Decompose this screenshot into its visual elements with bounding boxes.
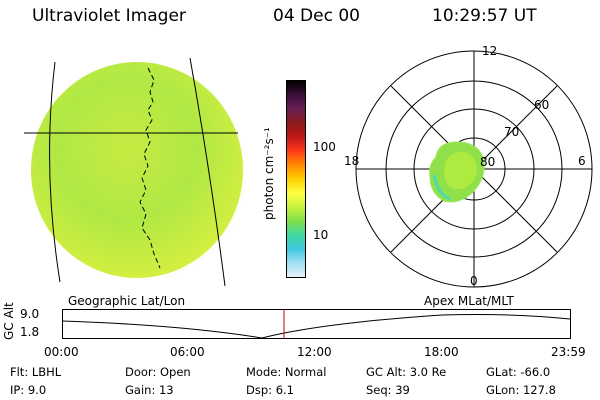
lat-label-70: 70 <box>504 125 519 139</box>
x-tick-0000: 00:00 <box>44 345 79 359</box>
colorbar <box>286 80 306 278</box>
colorbar-tick-100: 100 <box>313 140 336 154</box>
colorbar-tick-10: 10 <box>313 228 329 242</box>
x-tick-1200: 12:00 <box>297 345 332 359</box>
altitude-tick-1.8: 1.8 <box>20 325 40 339</box>
info-gc-alt: GC Alt: 3.0 Re <box>366 365 447 379</box>
info-ip: IP: 9.0 <box>10 383 47 397</box>
mlt-label-6: 6 <box>578 154 586 168</box>
x-tick-2359: 23:59 <box>551 345 586 359</box>
mlt-label-0: 0 <box>470 274 478 288</box>
x-tick-1800: 18:00 <box>424 345 459 359</box>
info-glon: GLon: 127.8 <box>486 383 556 397</box>
time-label: 10:29:57 UT <box>432 6 537 26</box>
apex-label: Apex MLat/MLT <box>424 294 514 308</box>
instrument-title: Ultraviolet Imager <box>32 6 186 26</box>
info-dsp: Dsp: 6.1 <box>246 383 294 397</box>
info-gain: Gain: 13 <box>125 383 174 397</box>
mlt-label-12: 12 <box>482 44 497 58</box>
lat-label-60: 60 <box>534 98 549 112</box>
info-filter: Flt: LBHL <box>10 365 62 379</box>
info-seq: Seq: 39 <box>366 383 410 397</box>
geographic-label: Geographic Lat/Lon <box>68 294 186 308</box>
mlt-label-18: 18 <box>344 154 359 168</box>
altitude-y-label: GC Alt <box>2 302 16 340</box>
info-mode: Mode: Normal <box>246 365 327 379</box>
geographic-image <box>24 57 246 287</box>
x-tick-0600: 06:00 <box>170 345 205 359</box>
coastline <box>139 67 161 269</box>
info-door: Door: Open <box>125 365 191 379</box>
date-label: 04 Dec 00 <box>273 6 360 26</box>
info-glat: GLat: -66.0 <box>486 365 551 379</box>
meridian-line <box>189 57 226 287</box>
altitude-curve <box>62 314 571 339</box>
altitude-tick-9: 9.0 <box>20 307 40 321</box>
altitude-plot <box>62 309 571 339</box>
meridian-line <box>49 61 61 283</box>
lat-label-80: 80 <box>480 155 495 169</box>
polar-plot: 12 6 0 18 60 70 80 <box>344 44 593 288</box>
colorbar-unit-label: photon cm⁻²s⁻¹ <box>262 127 276 220</box>
